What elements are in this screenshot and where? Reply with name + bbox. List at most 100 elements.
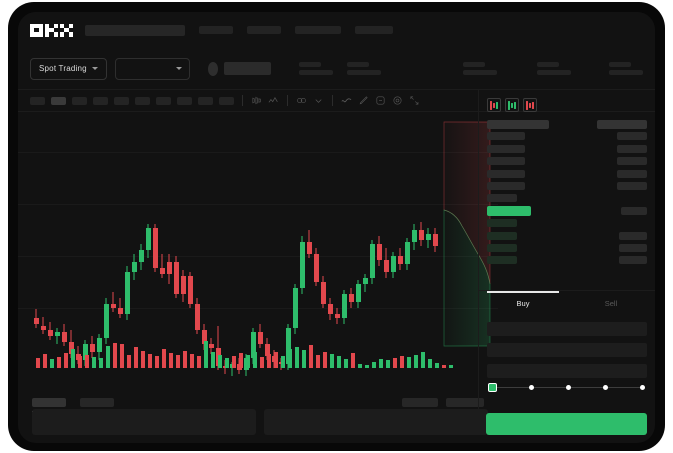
volume-bar (147, 354, 153, 368)
orderbook-header-row[interactable] (487, 119, 647, 129)
orders-actions (402, 397, 484, 407)
candle-body (390, 256, 396, 272)
candle-body (68, 342, 74, 354)
tab-order-history[interactable] (80, 397, 114, 407)
candle-wick (56, 328, 58, 344)
step-2[interactable] (529, 384, 534, 390)
step-4[interactable] (603, 384, 608, 390)
candlestick (103, 112, 109, 344)
orderbook-bid-row[interactable] (487, 256, 647, 265)
alert-icon[interactable] (375, 95, 386, 106)
timeframe-button[interactable] (93, 96, 108, 105)
nav-item-3[interactable] (247, 26, 281, 34)
trade-side-tabs: Buy Sell (478, 290, 655, 316)
candle-body (425, 234, 431, 240)
trading-pair-selector[interactable] (114, 57, 191, 80)
candle-body (40, 326, 46, 330)
bottom-action-1[interactable] (402, 397, 438, 407)
tab-sell[interactable]: Sell (604, 299, 618, 308)
order-price-field[interactable] (487, 322, 647, 336)
orderbook-bid-row[interactable] (487, 243, 647, 252)
draw-tool-icon[interactable] (358, 95, 369, 106)
orderbook-ask-row[interactable] (487, 181, 647, 190)
candlestick (369, 112, 375, 330)
candlestick (180, 112, 186, 330)
step-3[interactable] (566, 384, 571, 390)
timeframe-button[interactable] (177, 96, 192, 105)
bottom-panel-right[interactable] (264, 409, 488, 435)
stat-24h-high (347, 62, 381, 75)
volume-bar (343, 359, 349, 368)
orderbook-mode-bids[interactable] (505, 98, 519, 112)
candlestick (376, 112, 382, 330)
timeframe-button[interactable] (219, 96, 234, 105)
orderbook-spread-row[interactable] (487, 205, 647, 216)
step-1[interactable] (488, 382, 497, 392)
price-chart[interactable] (18, 112, 498, 390)
chart-gridline (18, 308, 498, 309)
order-amount-field[interactable] (487, 343, 647, 357)
indicator-icon[interactable] (268, 95, 279, 106)
line-chart-icon[interactable] (341, 95, 352, 106)
submit-order-button[interactable] (486, 413, 647, 435)
volume-bar (196, 356, 202, 368)
orderbook-price-cell (487, 181, 525, 190)
candle-wick (231, 362, 233, 376)
candle-body (33, 318, 39, 324)
orderbook-ask-row[interactable] (487, 144, 647, 153)
orderbook-bid-row[interactable] (487, 219, 647, 228)
okx-logo[interactable] (30, 23, 73, 37)
nav-item-2[interactable] (199, 26, 233, 34)
market-header: Spot Trading (18, 48, 655, 90)
chart-settings-icon[interactable] (392, 95, 403, 106)
stat-24h-volume (537, 62, 571, 75)
candle-body (110, 304, 116, 308)
chevron-down-icon[interactable] (313, 95, 324, 106)
candlestick (390, 112, 396, 330)
candlestick (236, 112, 242, 374)
candlestick-type-icon[interactable] (251, 95, 262, 106)
bottom-panel-left[interactable] (32, 409, 256, 435)
candle-body (432, 234, 438, 246)
orderbook-ask-row[interactable] (487, 169, 647, 178)
orderbook-ask-row[interactable] (487, 157, 647, 166)
candle-body (299, 242, 305, 288)
step-5[interactable] (640, 384, 645, 390)
timeframe-button[interactable] (198, 96, 213, 105)
onboarding-stepper (478, 377, 655, 397)
tab-buy[interactable]: Buy (479, 291, 567, 316)
nav-item-4[interactable] (295, 26, 341, 34)
orderbook-ask-row[interactable] (487, 194, 647, 203)
orderbook-size-cell (617, 181, 647, 190)
trading-mode-selector[interactable]: Spot Trading (30, 57, 107, 80)
timeframe-button[interactable] (114, 96, 129, 105)
candle-body (285, 328, 291, 364)
candlestick (362, 112, 368, 330)
candle-body (306, 242, 312, 254)
candlestick (82, 112, 88, 366)
compare-icon[interactable] (296, 95, 307, 106)
order-total-field[interactable] (487, 364, 647, 378)
nav-item-1[interactable] (85, 24, 185, 36)
timeframe-button[interactable] (51, 96, 66, 105)
orderbook-price-cell (487, 169, 525, 178)
candle-body (124, 272, 130, 314)
orderbook-ask-row[interactable] (487, 132, 647, 141)
nav-item-5[interactable] (355, 26, 393, 34)
timeframe-button[interactable] (135, 96, 150, 105)
orderbook-mode-asks[interactable] (523, 98, 537, 112)
timeframe-button[interactable] (30, 96, 45, 105)
volume-bar (42, 354, 48, 368)
candle-body (208, 344, 214, 348)
bottom-action-2[interactable] (446, 397, 484, 407)
timeframe-button[interactable] (72, 96, 87, 105)
candle-body (404, 242, 410, 264)
candle-body (362, 278, 368, 284)
candlestick-series (18, 112, 498, 376)
toolbar-divider (287, 95, 288, 106)
orderbook-bid-row[interactable] (487, 231, 647, 240)
timeframe-button[interactable] (156, 96, 171, 105)
orderbook-mode-both[interactable] (487, 98, 501, 112)
fullscreen-icon[interactable] (409, 95, 420, 106)
candle-wick (161, 254, 163, 278)
